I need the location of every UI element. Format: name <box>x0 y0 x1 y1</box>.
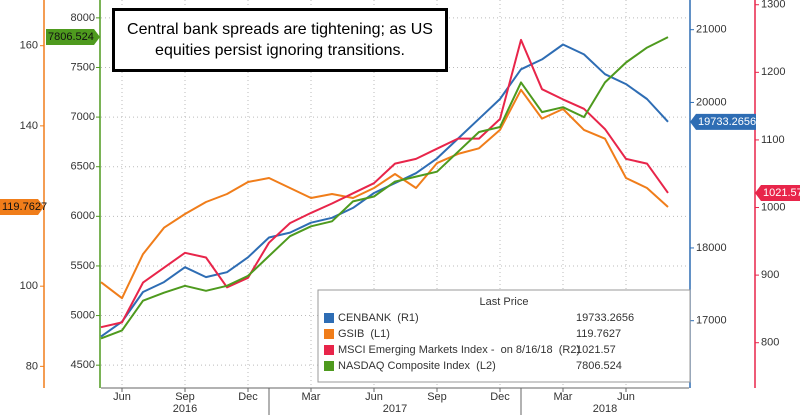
legend-value: 19733.2656 <box>576 312 634 324</box>
x-tick-label: Jun <box>113 391 131 403</box>
year-label: 2017 <box>383 403 407 415</box>
legend-box <box>317 289 691 383</box>
series-line <box>100 36 669 340</box>
y-tick-label: 5000 <box>71 309 95 321</box>
series-line <box>100 38 669 329</box>
y-tick-label: 1300 <box>761 0 785 11</box>
last-value-tag-label: 7806.524 <box>48 31 94 43</box>
legend-label: MSCI Emerging Markets Index - on 8/16/18… <box>338 344 580 356</box>
x-tick-label: Sep <box>427 391 447 403</box>
y-tick-label: 1200 <box>761 66 785 78</box>
y-tick-label: 17000 <box>696 315 727 327</box>
series-line <box>100 88 669 300</box>
y-tick-label: 1100 <box>761 134 785 146</box>
x-tick-label: Dec <box>238 391 258 403</box>
x-tick-label: Mar <box>554 391 573 403</box>
last-value-tag <box>46 29 100 46</box>
x-tick-label: Jun <box>365 391 383 403</box>
y-tick-label: 800 <box>761 337 779 349</box>
y-tick-label: 8000 <box>71 12 95 24</box>
legend-label: NASDAQ Composite Index (L2) <box>338 360 496 372</box>
y-tick-label: 7000 <box>71 111 95 123</box>
y-tick-label: 140 <box>20 120 38 132</box>
legend-title: Last Price <box>480 296 529 308</box>
y-tick-label: 7500 <box>71 61 95 73</box>
legend-label: CENBANK (R1) <box>338 312 419 324</box>
y-tick-label: 20000 <box>696 96 727 108</box>
y-tick-label: 6000 <box>71 210 95 222</box>
x-tick-label: Dec <box>490 391 510 403</box>
year-label: 2018 <box>593 403 617 415</box>
year-label: 2016 <box>173 403 197 415</box>
y-tick-label: 5500 <box>71 260 95 272</box>
y-tick-label: 900 <box>761 269 779 281</box>
last-value-tag-label: 1021.57 <box>763 187 800 199</box>
last-value-tag-label: 119.7627 <box>2 201 47 213</box>
last-value-tag <box>690 113 756 130</box>
y-tick-label: 18000 <box>696 242 727 254</box>
y-tick-label: 1000 <box>761 201 785 213</box>
legend-value: 1021.57 <box>576 344 616 356</box>
x-tick-label: Mar <box>302 391 321 403</box>
legend-value: 7806.524 <box>576 360 622 372</box>
legend-swatch <box>324 313 334 323</box>
legend-swatch <box>324 329 334 339</box>
y-tick-label: 4500 <box>71 359 95 371</box>
chart-title: Central bank spreads are tightening; as … <box>112 8 448 72</box>
x-tick-label: Sep <box>175 391 195 403</box>
x-tick-label: Jun <box>617 391 635 403</box>
last-value-tag-label: 19733.2656 <box>698 116 756 128</box>
last-value-tag <box>755 184 800 201</box>
y-tick-label: 6500 <box>71 161 95 173</box>
legend-label: GSIB (L1) <box>338 328 390 340</box>
y-tick-label: 80 <box>26 360 38 372</box>
legend-swatch <box>324 361 334 371</box>
y-tick-label: 160 <box>20 40 38 52</box>
legend-swatch <box>324 345 334 355</box>
y-tick-label: 21000 <box>696 24 727 36</box>
legend-value: 119.7627 <box>576 328 621 340</box>
last-value-tag <box>0 198 44 215</box>
y-tick-label: 100 <box>20 280 38 292</box>
